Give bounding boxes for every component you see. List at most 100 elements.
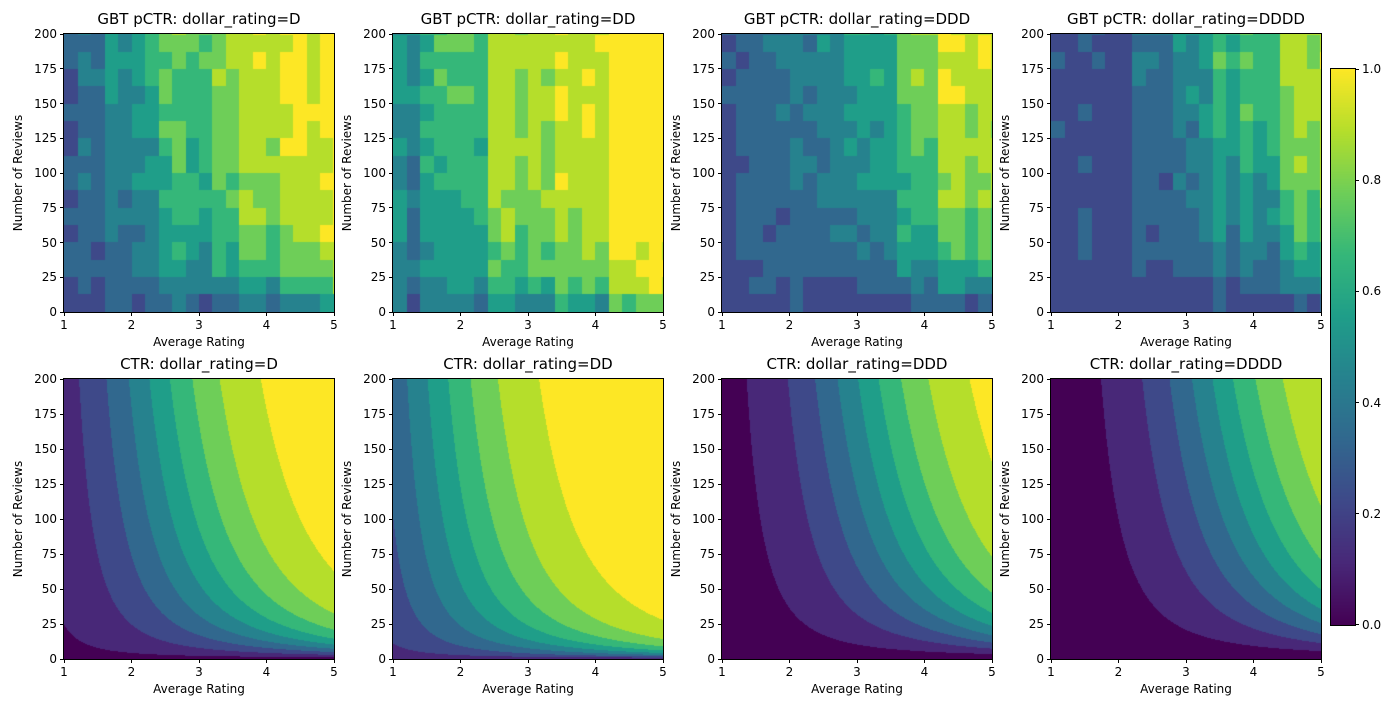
colorbar-tick-label: 0.8: [1362, 173, 1382, 188]
y-tick-mark: [1047, 623, 1051, 625]
y-tick-label: 175: [692, 61, 715, 76]
y-tick-label: 150: [692, 96, 715, 111]
subplot-title: CTR: dollar_rating=DD: [443, 355, 613, 373]
x-axis-label: Average Rating: [811, 335, 903, 349]
x-axis-label: Average Rating: [482, 682, 574, 696]
colorbar-tick-mark: [1355, 513, 1359, 515]
y-tick-label: 100: [1021, 166, 1044, 180]
y-tick-mark: [718, 588, 722, 590]
subplot-ctr-ddd: CTR: dollar_rating=DDD Number of Reviews…: [669, 355, 996, 696]
y-tick-mark: [60, 103, 64, 104]
colorbar-tick-mark: [1355, 623, 1359, 625]
y-tick-mark: [718, 137, 722, 139]
y-tick-mark: [389, 68, 393, 70]
x-tick-mark: [1185, 312, 1187, 316]
y-tick-mark: [718, 311, 722, 313]
y-tick-mark: [60, 623, 64, 625]
colorbar: 0.0 0.2 0.4 0.6 0.8 1.0: [1330, 62, 1381, 632]
y-tick-label: 75: [699, 547, 715, 561]
y-tick-mark: [1047, 207, 1051, 209]
x-tick-mark: [460, 312, 461, 316]
y-tick-mark: [389, 518, 393, 520]
x-tick-mark: [1118, 659, 1119, 663]
y-tick-mark: [60, 553, 64, 555]
x-axis-label: Average Rating: [1140, 335, 1232, 349]
y-tick-mark: [60, 483, 64, 485]
y-tick-label: 75: [370, 547, 386, 561]
y-tick-label: 25: [370, 617, 386, 631]
y-axis-label: Number of Reviews: [11, 460, 25, 578]
y-tick-label: 100: [363, 166, 386, 180]
contour-plot-canvas: [393, 379, 663, 659]
y-tick-label: 0: [378, 305, 386, 319]
subplot-gbt-pctr-d: GBT pCTR: dollar_rating=D Number of Revi…: [11, 10, 338, 349]
y-tick-mark: [389, 658, 393, 660]
x-tick-label: 5: [988, 665, 996, 679]
y-tick-label: 0: [1036, 652, 1044, 666]
y-tick-label: 50: [699, 235, 715, 250]
y-tick-label: 100: [692, 512, 715, 526]
y-tick-label: 200: [692, 372, 715, 386]
colorbar-tick-label: 1.0: [1362, 62, 1382, 76]
y-tick-mark: [60, 276, 64, 278]
y-tick-mark: [389, 413, 393, 415]
x-tick-mark: [856, 312, 858, 316]
y-tick-label: 200: [1021, 372, 1044, 386]
y-axis-label: Number of Reviews: [11, 114, 25, 232]
y-tick-mark: [1047, 33, 1051, 35]
x-tick-mark: [460, 659, 461, 663]
x-tick-label: 2: [785, 665, 794, 679]
y-tick-mark: [1047, 483, 1051, 485]
contour-plot-canvas: [1051, 379, 1321, 659]
y-tick-label: 125: [363, 131, 386, 146]
y-tick-label: 150: [1021, 96, 1044, 111]
x-tick-label: 2: [1114, 318, 1123, 332]
subplot-title: GBT pCTR: dollar_rating=DDDD: [1067, 10, 1305, 28]
contour-plot-canvas: [64, 34, 334, 312]
x-tick-label: 4: [262, 665, 271, 679]
subplot-ctr-dd: CTR: dollar_rating=DD Number of Reviews …: [340, 355, 667, 696]
y-tick-mark: [60, 68, 64, 70]
x-tick-label: 2: [127, 665, 136, 679]
colorbar-tick-label: 0.6: [1362, 284, 1382, 299]
x-tick-mark: [131, 312, 132, 316]
x-tick-mark: [662, 659, 664, 663]
subplot-title: CTR: dollar_rating=DDDD: [1089, 355, 1283, 373]
x-tick-label: 3: [1182, 665, 1190, 679]
x-axis-label: Average Rating: [482, 335, 574, 349]
y-tick-label: 200: [363, 27, 386, 41]
y-tick-label: 200: [34, 372, 57, 386]
y-tick-label: 175: [1021, 407, 1044, 421]
x-tick-mark: [266, 659, 267, 663]
y-tick-mark: [60, 172, 64, 174]
y-tick-label: 175: [1021, 61, 1044, 76]
y-tick-label: 50: [370, 235, 386, 250]
x-tick-mark: [392, 312, 394, 316]
y-tick-mark: [1047, 448, 1051, 450]
y-tick-label: 150: [34, 96, 57, 111]
x-tick-mark: [198, 659, 200, 663]
y-tick-label: 175: [363, 61, 386, 76]
y-tick-mark: [718, 658, 722, 660]
y-tick-label: 75: [1028, 547, 1044, 561]
y-tick-mark: [718, 448, 722, 450]
x-tick-label: 1: [1047, 665, 1055, 679]
x-tick-mark: [131, 659, 132, 663]
y-tick-mark: [718, 413, 722, 415]
y-tick-mark: [1047, 518, 1051, 520]
y-tick-mark: [389, 311, 393, 313]
colorbar-tick-mark: [1355, 68, 1359, 70]
x-tick-label: 4: [591, 318, 600, 332]
y-tick-mark: [389, 553, 393, 555]
y-tick-label: 200: [1021, 27, 1044, 41]
x-tick-mark: [333, 659, 335, 663]
y-tick-label: 125: [1021, 131, 1044, 146]
x-tick-mark: [924, 312, 925, 316]
x-tick-label: 3: [853, 318, 861, 332]
y-tick-mark: [60, 413, 64, 415]
y-tick-label: 25: [1028, 617, 1044, 631]
subplot-title: GBT pCTR: dollar_rating=DDD: [743, 10, 971, 28]
y-tick-mark: [1047, 553, 1051, 555]
y-tick-label: 200: [34, 27, 57, 41]
y-tick-label: 125: [34, 477, 57, 491]
